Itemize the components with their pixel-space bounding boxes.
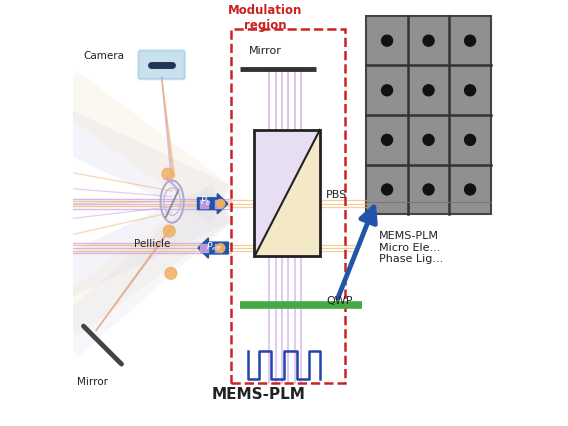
FancyArrow shape <box>198 238 228 258</box>
Circle shape <box>163 225 175 237</box>
Bar <box>200 244 207 252</box>
Circle shape <box>382 85 392 96</box>
Polygon shape <box>254 130 320 256</box>
FancyBboxPatch shape <box>139 51 185 79</box>
Text: Mirror: Mirror <box>249 46 281 56</box>
Circle shape <box>216 199 225 208</box>
Text: Pellicle: Pellicle <box>134 239 170 249</box>
Circle shape <box>423 85 434 96</box>
Circle shape <box>465 35 475 46</box>
FancyArrow shape <box>198 193 228 214</box>
Circle shape <box>465 134 475 145</box>
Text: QWP: QWP <box>326 296 353 306</box>
Polygon shape <box>254 130 320 256</box>
Text: MEMS-PLM: MEMS-PLM <box>212 387 306 402</box>
Text: Camera: Camera <box>83 51 124 61</box>
Circle shape <box>423 134 434 145</box>
Text: PBS: PBS <box>326 190 348 200</box>
Circle shape <box>162 168 174 180</box>
Bar <box>215 200 223 207</box>
Bar <box>215 244 223 252</box>
Circle shape <box>465 85 475 96</box>
Text: MEMS-PLM
Micro Ele...
Phase Lig...: MEMS-PLM Micro Ele... Phase Lig... <box>379 231 443 265</box>
Text: Modulation
region: Modulation region <box>228 4 302 32</box>
Text: Mirror: Mirror <box>77 377 108 387</box>
Circle shape <box>423 35 434 46</box>
Bar <box>254 130 320 256</box>
Text: $P_{eff}$: $P_{eff}$ <box>206 241 223 253</box>
Text: $P_b$: $P_b$ <box>200 195 212 208</box>
Circle shape <box>382 35 392 46</box>
Bar <box>366 16 491 214</box>
Circle shape <box>423 184 434 195</box>
Bar <box>231 29 345 383</box>
Circle shape <box>465 184 475 195</box>
Circle shape <box>216 244 225 252</box>
Bar <box>254 130 320 256</box>
Bar <box>200 200 207 207</box>
Circle shape <box>165 268 177 279</box>
Circle shape <box>382 134 392 145</box>
Circle shape <box>382 184 392 195</box>
